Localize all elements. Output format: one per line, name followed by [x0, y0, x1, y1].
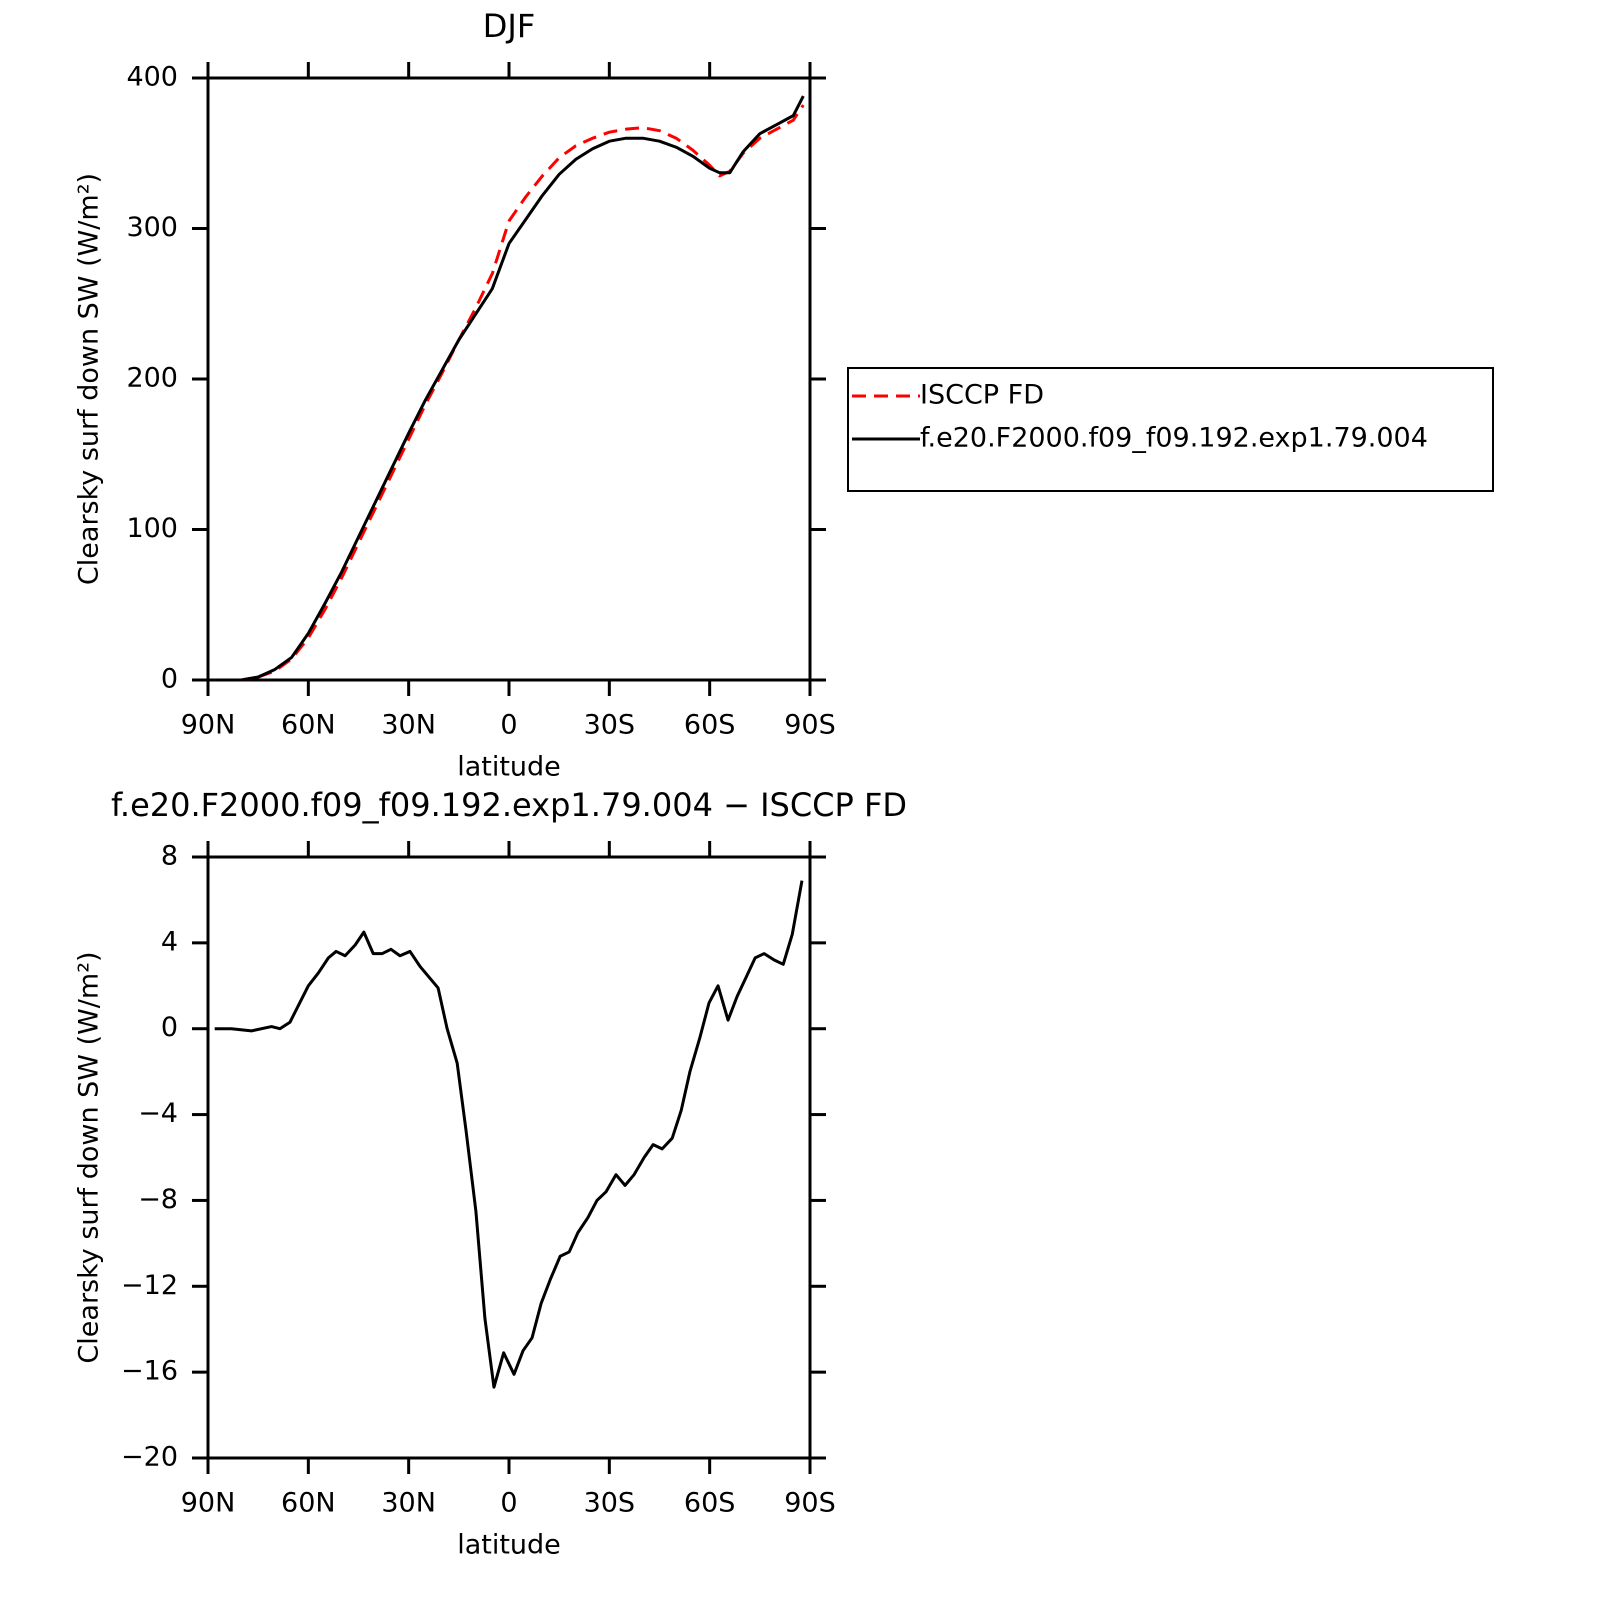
y-tick-label: 0	[161, 1012, 178, 1043]
x-tick-label: 60S	[684, 710, 736, 741]
y-tick-label: 0	[161, 664, 178, 695]
y-tick-label: −8	[138, 1184, 178, 1215]
x-tick-label: 60N	[281, 710, 336, 741]
chart-title: f.e20.F2000.f09_f09.192.exp1.79.004 − IS…	[111, 786, 907, 824]
x-tick-label: 90N	[181, 1488, 236, 1519]
y-tick-label: −16	[121, 1356, 178, 1387]
legend-box	[847, 367, 1494, 492]
x-tick-label: 0	[500, 1488, 517, 1519]
legend-label: f.e20.F2000.f09_f09.192.exp1.79.004	[920, 423, 1428, 454]
x-axis-label: latitude	[457, 1530, 561, 1561]
legend-label: ISCCP FD	[920, 380, 1044, 411]
y-tick-label: 8	[161, 841, 178, 872]
y-axis-label: Clearsky surf down SW (W/m²)	[74, 951, 105, 1363]
x-tick-label: 30N	[381, 710, 436, 741]
y-axis-label: Clearsky surf down SW (W/m²)	[74, 173, 105, 585]
chart-title: DJF	[483, 7, 535, 45]
y-tick-label: 300	[126, 212, 178, 243]
x-tick-label: 90S	[784, 1488, 836, 1519]
y-tick-label: −4	[138, 1098, 178, 1129]
x-tick-label: 30S	[584, 710, 636, 741]
y-tick-label: −12	[121, 1270, 178, 1301]
x-tick-label: 30N	[381, 1488, 436, 1519]
x-tick-label: 60N	[281, 1488, 336, 1519]
y-tick-label: 100	[126, 513, 178, 544]
x-tick-label: 0	[500, 710, 517, 741]
x-tick-label: 90S	[784, 710, 836, 741]
data-line	[214, 95, 805, 682]
y-tick-label: −20	[121, 1442, 178, 1473]
y-tick-label: 200	[126, 363, 178, 394]
y-tick-label: 4	[161, 926, 178, 957]
y-tick-label: 400	[126, 62, 178, 93]
data-line	[214, 880, 804, 1389]
data-line	[214, 104, 805, 682]
x-tick-label: 90N	[181, 710, 236, 741]
x-axis-label: latitude	[457, 752, 561, 783]
x-tick-label: 60S	[684, 1488, 736, 1519]
x-tick-label: 30S	[584, 1488, 636, 1519]
